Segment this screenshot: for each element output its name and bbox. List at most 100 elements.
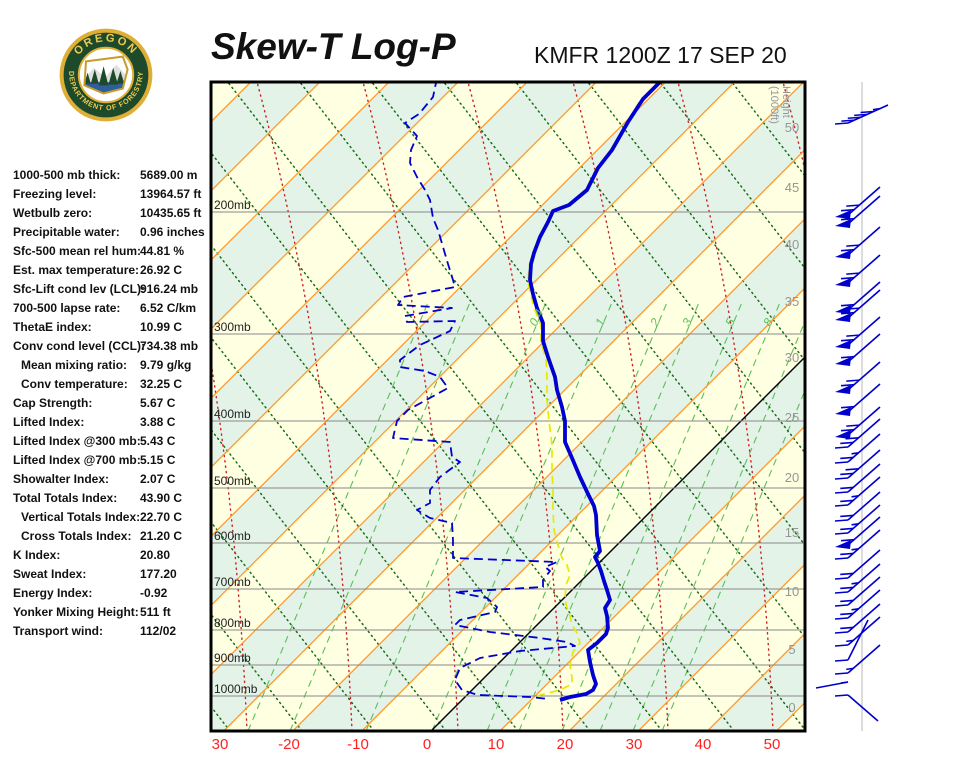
pressure-labels: 200mb 300mb 400mb 500mb 600mb 700mb 800mb 900mb… xyxy=(214,198,258,696)
index-value: 6.52 C/km xyxy=(140,301,197,315)
index-label: Mean mixing ratio: xyxy=(21,358,128,372)
moist-adiabats xyxy=(211,82,805,731)
wind-barb xyxy=(835,186,881,219)
index-row: Mean mixing ratio: 9.79 g/kg xyxy=(13,358,213,377)
index-label: Sfc-500 mean rel hum: xyxy=(13,244,142,258)
index-row: Total Totals Index: 43.90 C xyxy=(13,491,213,510)
index-value: 177.20 xyxy=(140,567,177,581)
temperature-tick-label: -10 xyxy=(347,736,369,753)
index-value: 44.81 % xyxy=(140,244,185,258)
index-row: Sweat Index: 177.20 xyxy=(13,567,213,586)
index-label: Wetbulb zero: xyxy=(13,206,93,220)
wind-barb xyxy=(835,316,881,349)
height-tick-label: 25 xyxy=(785,410,799,425)
pressure-label: 500mb xyxy=(214,474,251,488)
index-row: 700-500 lapse rate: 6.52 C/km xyxy=(13,301,213,320)
pressure-label: 400mb xyxy=(214,407,251,421)
index-label: Transport wind: xyxy=(13,624,103,638)
index-label: 1000-500 mb thick: xyxy=(13,168,121,182)
height-axis-title: Height(1000ft) xyxy=(768,86,792,124)
index-label: Lifted Index: xyxy=(13,415,85,429)
index-value: 13964.57 ft xyxy=(140,187,202,201)
index-value: -0.92 xyxy=(140,586,168,600)
wind-barb xyxy=(834,418,881,449)
index-label: Conv cond level (CCL): xyxy=(13,339,146,353)
index-label: Sfc-Lift cond lev (LCL): xyxy=(13,282,145,296)
wind-barb xyxy=(834,644,881,675)
index-label: Total Totals Index: xyxy=(13,491,118,505)
index-row: Cross Totals Index: 21.20 C xyxy=(13,529,213,548)
index-label: Cross Totals Index: xyxy=(21,529,132,543)
wind-barb xyxy=(835,254,881,287)
wind-barb xyxy=(834,463,881,494)
index-value: 43.90 C xyxy=(140,491,183,505)
index-label: Est. max temperature: xyxy=(13,263,140,277)
index-row: 1000-500 mb thick: 5689.00 m xyxy=(13,168,213,187)
index-value: 21.20 C xyxy=(140,529,183,543)
index-label: Showalter Index: xyxy=(13,472,110,486)
index-value: 734.38 mb xyxy=(140,339,199,353)
index-label: Precipitable water: xyxy=(13,225,120,239)
sounding-station-datetime: KMFR 1200Z 17 SEP 20 xyxy=(534,42,787,68)
wind-barb xyxy=(834,616,881,647)
stability-indices-panel: 1000-500 mb thick: 5689.00 m Freezing leve… xyxy=(13,168,213,643)
index-value: 511 ft xyxy=(140,605,171,619)
index-row: K Index: 20.80 xyxy=(13,548,213,567)
index-value: 5.15 C xyxy=(140,453,176,467)
wind-barb xyxy=(834,619,869,662)
pressure-label: 200mb xyxy=(214,198,251,212)
plot-area xyxy=(211,82,805,731)
wind-barb xyxy=(835,361,881,394)
odf-logo: OREGON DEPARTMENT OF FORESTRY xyxy=(59,28,153,122)
wind-barb xyxy=(834,476,881,507)
index-value: 5.43 C xyxy=(140,434,176,448)
wind-barb xyxy=(834,603,881,634)
temperature-tick-label: 30 xyxy=(212,736,229,753)
index-row: ThetaE index: 10.99 C xyxy=(13,320,213,339)
index-row: Transport wind: 112/02 xyxy=(13,624,213,643)
wind-barb xyxy=(834,694,879,722)
index-row: Yonker Mixing Height: 511 ft xyxy=(13,605,213,624)
pressure-label: 300mb xyxy=(214,320,251,334)
pressure-label: 900mb xyxy=(214,651,251,665)
index-row: Freezing level: 13964.57 ft xyxy=(13,187,213,206)
index-value: 10.99 C xyxy=(140,320,183,334)
wind-barb xyxy=(834,589,881,620)
index-label: ThetaE index: xyxy=(13,320,92,334)
temperature-tick-label: 0 xyxy=(423,736,431,753)
index-label: Cap Strength: xyxy=(13,396,93,410)
index-value: 20.80 xyxy=(140,548,171,562)
mixing-ratio-lines xyxy=(247,302,805,731)
index-value: 0.96 inches xyxy=(140,225,205,239)
index-row: Showalter Index: 2.07 C xyxy=(13,472,213,491)
index-row: Sfc-500 mean rel hum: 44.81 % xyxy=(13,244,213,263)
wind-barb xyxy=(834,491,881,522)
wind-barb xyxy=(835,406,881,439)
index-row: Conv temperature: 32.25 C xyxy=(13,377,213,396)
temperature-axis: 30 -20 -10 0 10 20 30 40 50 xyxy=(212,736,781,753)
height-tick-label: 35 xyxy=(785,294,799,309)
wind-barb xyxy=(835,226,881,259)
index-label: 700-500 lapse rate: xyxy=(13,301,121,315)
index-row: Est. max temperature: 26.92 C xyxy=(13,263,213,282)
temperature-tick-label: 30 xyxy=(626,736,643,753)
wind-barb xyxy=(835,281,881,314)
height-tick-label: 50 xyxy=(785,120,799,135)
height-tick-label: 20 xyxy=(785,470,799,485)
temperature-tick-label: 40 xyxy=(695,736,712,753)
index-value: 3.88 C xyxy=(140,415,176,429)
wind-barb xyxy=(835,195,881,228)
logo-state-outline xyxy=(83,55,129,95)
height-tick-label: 5 xyxy=(788,642,795,657)
pressure-label: 800mb xyxy=(214,616,251,630)
height-tick-label: 15 xyxy=(785,525,799,540)
wind-barb xyxy=(835,383,881,416)
index-row: Energy Index: -0.92 xyxy=(13,586,213,605)
index-label: Energy Index: xyxy=(13,586,93,600)
height-tick-label: 30 xyxy=(785,350,799,365)
index-label: K Index: xyxy=(13,548,61,562)
wind-barb xyxy=(834,504,881,535)
index-value: 2.07 C xyxy=(140,472,176,486)
